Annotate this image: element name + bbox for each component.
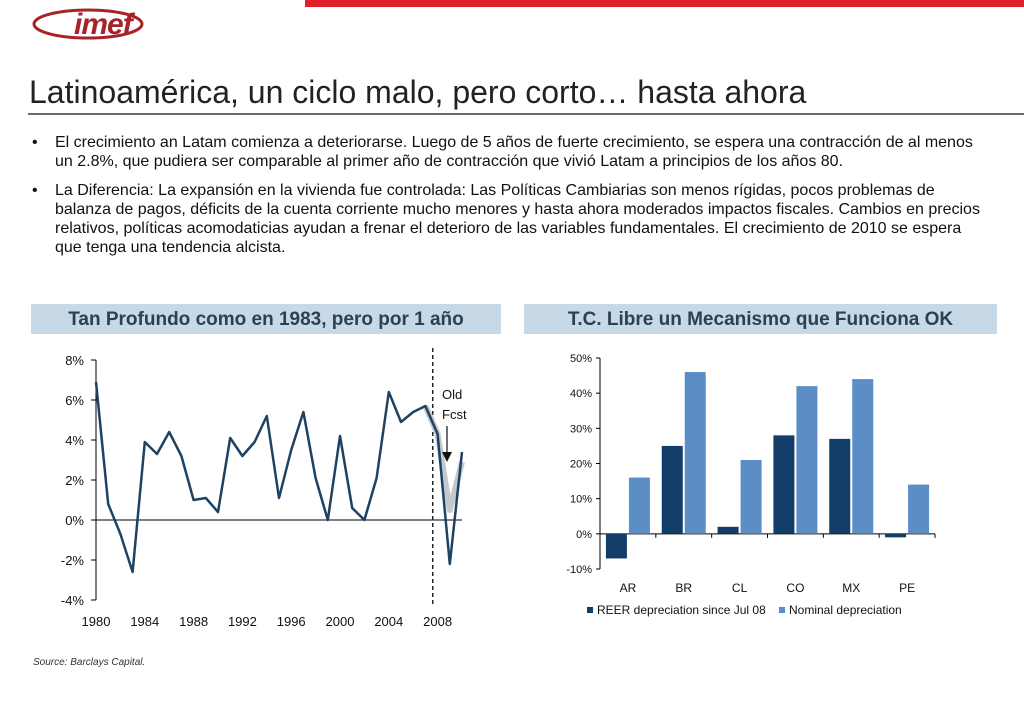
bullet-icon: • <box>32 182 38 199</box>
page-title: Latinoamérica, un ciclo malo, pero corto… <box>29 74 807 110</box>
y-tick-label: -2% <box>61 553 85 568</box>
bar-pe-series-2 <box>908 484 930 534</box>
x-tick-label: 1996 <box>277 614 306 629</box>
bar-ar-series-1 <box>605 533 627 559</box>
y-tick-label: 6% <box>65 393 84 408</box>
x-tick-label: BR <box>675 581 692 595</box>
imef-logo: imef <box>30 6 145 46</box>
left-chart-title: Tan Profundo como en 1983, pero por 1 añ… <box>31 304 501 334</box>
annotation-label-line1: Old <box>442 387 462 402</box>
x-tick-label: 2000 <box>326 614 355 629</box>
bullet-icon: • <box>32 134 38 151</box>
x-tick-label: PE <box>899 581 915 595</box>
bullet-item: • La Diferencia: La expansión en la vivie… <box>32 181 992 257</box>
x-tick-label: 1984 <box>130 614 159 629</box>
bar-mx-series-1 <box>829 438 851 534</box>
y-tick-label: 40% <box>570 388 592 400</box>
x-tick-label: AR <box>620 581 637 595</box>
annotation-arrowhead-icon <box>442 452 452 462</box>
y-tick-label: 0% <box>576 529 592 541</box>
x-tick-label: 1992 <box>228 614 257 629</box>
y-tick-label: -4% <box>61 593 85 608</box>
logo-swoosh-icon <box>32 8 144 40</box>
legend-swatch-nominal <box>779 607 785 613</box>
right-chart-title: T.C. Libre un Mecanismo que Funciona OK <box>524 304 997 334</box>
bullet-text: El crecimiento an Latam comienza a deter… <box>55 134 973 170</box>
brand-stripe <box>305 0 1024 7</box>
bar-br-series-1 <box>661 445 683 534</box>
legend-label-nominal: Nominal depreciation <box>789 603 902 617</box>
y-tick-label: 50% <box>570 353 592 365</box>
y-tick-label: 4% <box>65 433 84 448</box>
bar-cl-series-1 <box>717 526 739 534</box>
x-tick-label: 2008 <box>423 614 452 629</box>
annotation-label-line2: Fcst <box>442 407 467 422</box>
y-tick-label: 20% <box>570 459 592 471</box>
bar-co-series-2 <box>796 386 818 534</box>
growth-line <box>94 381 464 574</box>
bar-mx-series-2 <box>852 379 874 534</box>
legend-swatch-reer <box>587 607 593 613</box>
bar-ar-series-2 <box>628 477 650 534</box>
bar-pe-series-1 <box>885 533 907 538</box>
bar-co-series-1 <box>773 435 795 534</box>
y-tick-label: 8% <box>65 353 84 368</box>
x-tick-label: MX <box>842 581 860 595</box>
logo-text: imef <box>74 8 133 41</box>
x-tick-label: CO <box>786 581 804 595</box>
source-note: Source: Barclays Capital. <box>33 657 146 668</box>
bullet-item: • El crecimiento an Latam comienza a dete… <box>32 133 992 171</box>
title-divider <box>28 113 1024 115</box>
bar-chart: 50% 40% 30% 20% 10% 0% -10% AR BR CL CO MX PE REER de… <box>566 353 936 617</box>
y-tick-label: 0% <box>65 513 84 528</box>
bar-cl-series-2 <box>740 459 762 534</box>
legend-label-reer: REER depreciation since Jul 08 <box>597 603 766 617</box>
y-tick-label: 2% <box>65 473 84 488</box>
bullet-list: • El crecimiento an Latam comienza a dete… <box>32 133 992 267</box>
x-tick-label: 2004 <box>374 614 403 629</box>
x-tick-label: 1988 <box>179 614 208 629</box>
x-tick-label: 1980 <box>82 614 111 629</box>
x-tick-label: CL <box>732 581 748 595</box>
bullet-text: La Diferencia: La expansión en la vivien… <box>55 182 980 256</box>
y-tick-label: 10% <box>570 494 592 506</box>
y-tick-label: -10% <box>566 564 592 576</box>
y-tick-label: 30% <box>570 423 592 435</box>
bar-br-series-2 <box>684 372 706 534</box>
line-chart: 8% 6% 4% 2% 0% -2% -4% 1980 1984 1988 1992 1996 2000… <box>61 348 467 629</box>
